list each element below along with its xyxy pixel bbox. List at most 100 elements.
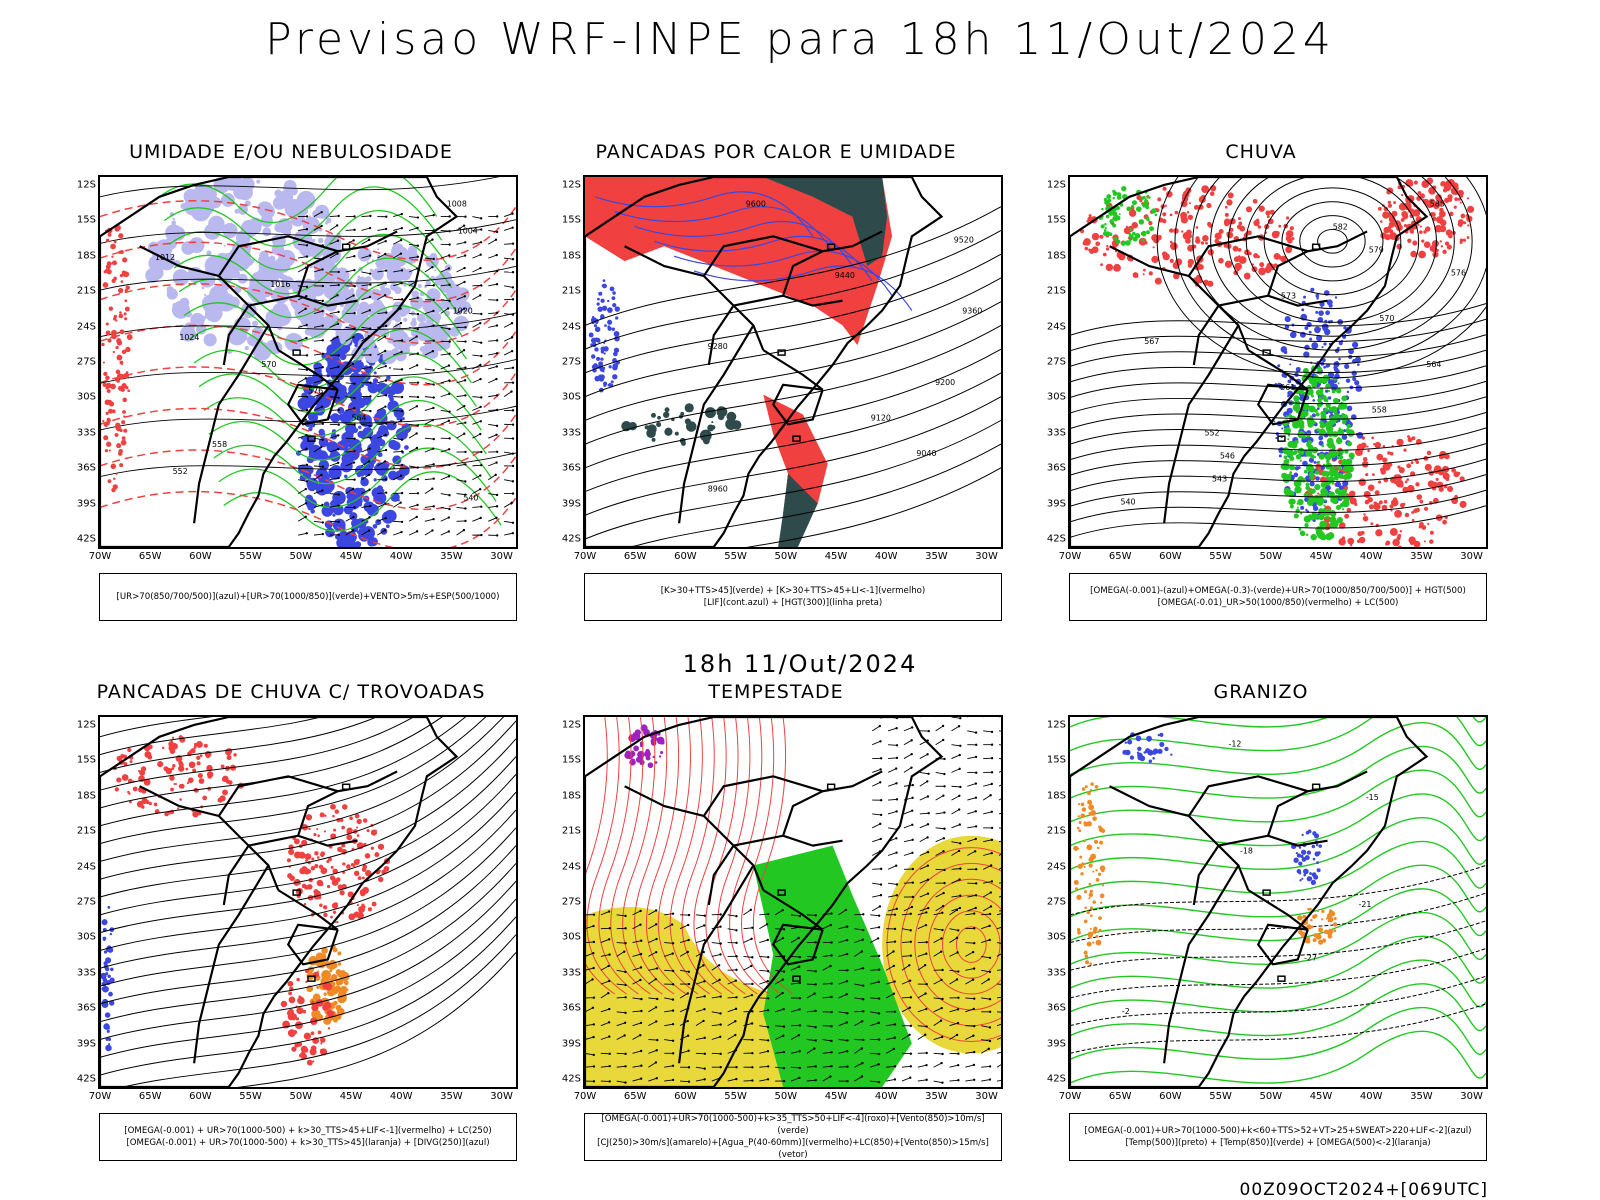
lat-tick-label: 21S <box>76 825 96 837</box>
lat-tick-label: 18S <box>76 790 96 802</box>
lon-tick-label: 40W <box>874 1091 898 1102</box>
lon-tick-label: 45W <box>1309 551 1333 562</box>
lat-tick-label: 24S <box>76 321 96 333</box>
lon-tick-label: 40W <box>1359 551 1383 562</box>
panel-legend: [OMEGA(-0.001) + UR>70(1000-500) + k>30_… <box>99 1113 517 1161</box>
lat-tick-label: 39S <box>76 498 96 510</box>
lon-tick-label: 50W <box>774 551 798 562</box>
svg-text:-21: -21 <box>1359 900 1372 909</box>
svg-text:540: 540 <box>1120 497 1135 506</box>
lat-tick-label: 24S <box>561 861 581 873</box>
panel-title: TEMPESTADE <box>708 681 844 703</box>
lon-tick-label: 45W <box>824 551 848 562</box>
panel-legend: [K>30+TTS>45](verde) + [K>30+TTS>45+LI<-… <box>584 573 1002 621</box>
lon-tick-label: 45W <box>1309 1091 1333 1102</box>
lon-tick-label: 30W <box>1460 551 1483 562</box>
svg-text:-27: -27 <box>1304 953 1317 962</box>
lon-tick-label: 65W <box>623 1091 647 1102</box>
lat-tick-label: 21S <box>561 825 581 837</box>
longitude-axis-labels: 70W 65W 60W 55W 50W 45W 40W 35W 30W <box>574 1091 1003 1105</box>
svg-text:-2: -2 <box>1122 1007 1130 1016</box>
forecast-map: 585 582 579 576 573 570 567 564 561 558 552 546 543 5… <box>1068 175 1488 549</box>
panel-legend: [UR>70(850/700/500)](azul)+[UR>70(1000/8… <box>99 573 517 621</box>
lat-tick-label: 21S <box>76 285 96 297</box>
lat-tick-label: 36S <box>561 1002 581 1014</box>
lat-tick-label: 21S <box>1046 285 1066 297</box>
svg-text:558: 558 <box>1372 406 1387 415</box>
legend-line: [LIF](cont.azul) + [HGT(300)](linha pret… <box>703 598 883 608</box>
panel-legend: [OMEGA(-0.001)+UR>70(1000-500)+k<60+TTS>… <box>1069 1113 1487 1161</box>
svg-text:573: 573 <box>1281 291 1296 300</box>
lon-tick-label: 40W <box>389 1091 413 1102</box>
lon-tick-label: 55W <box>1209 551 1232 562</box>
lon-tick-label: 65W <box>138 1091 162 1102</box>
lat-tick-label: 42S <box>561 533 581 545</box>
lat-tick-label: 42S <box>1046 1073 1066 1085</box>
svg-text:540: 540 <box>463 494 478 503</box>
longitude-axis-labels: 70W 65W 60W 55W 50W 45W 40W 35W 30W <box>89 551 518 565</box>
legend-line: [OMEGA(-0.001)+UR>70(1000-500)+k<60+TTS>… <box>1084 1126 1472 1136</box>
lat-tick-label: 15S <box>561 214 581 226</box>
legend-line: [OMEGA(-0.001)-(azul)+OMEGA(-0.3)-(verde… <box>1090 586 1466 596</box>
legend-line: [CJ(250)>30m/s](amarelo)+[Agua_P(40-60mm… <box>597 1138 989 1160</box>
svg-text:576: 576 <box>1451 268 1466 277</box>
lon-tick-label: 60W <box>674 551 697 562</box>
latitude-axis-labels: 12S 15S 18S 21S 24S 27S 30S 33S 36S 39S 42S <box>555 175 581 549</box>
lat-tick-label: 36S <box>1046 462 1066 474</box>
lon-tick-label: 65W <box>1108 551 1132 562</box>
lon-tick-label: 55W <box>239 551 262 562</box>
lon-tick-label: 70W <box>88 551 112 562</box>
lat-tick-label: 30S <box>1046 391 1066 403</box>
lat-tick-label: 33S <box>1046 427 1066 439</box>
svg-text:1024: 1024 <box>179 333 199 342</box>
svg-text:552: 552 <box>173 467 188 476</box>
lat-tick-label: 12S <box>1046 179 1066 191</box>
lat-tick-label: 39S <box>561 498 581 510</box>
lat-tick-label: 42S <box>76 1073 96 1085</box>
lon-tick-label: 40W <box>874 551 898 562</box>
svg-text:-18: -18 <box>1240 847 1253 856</box>
lon-tick-label: 70W <box>573 551 597 562</box>
forecast-map: 9600 9520 9440 9360 9280 9200 9120 9040 8960 <box>583 175 1003 549</box>
svg-text:9120: 9120 <box>871 413 891 422</box>
lat-tick-label: 27S <box>1046 896 1066 908</box>
svg-text:-15: -15 <box>1366 793 1379 802</box>
lat-tick-label: 30S <box>561 931 581 943</box>
legend-line: [OMEGA(-0.001) + UR>70(1000-500) + k>30_… <box>126 1138 490 1148</box>
lat-tick-label: 12S <box>76 719 96 731</box>
lat-tick-label: 18S <box>561 790 581 802</box>
latitude-axis-labels: 12S 15S 18S 21S 24S 27S 30S 33S 36S 39S 42S <box>70 715 96 1089</box>
lat-tick-label: 27S <box>561 356 581 368</box>
panel-chuva: CHUVA 12S 15S 18S 21S 24S 27S 30S 33S 36S 39S 42S 58… <box>1026 141 1496 625</box>
legend-line: [UR>70(850/700/500)](azul)+[UR>70(1000/8… <box>116 592 500 602</box>
lon-tick-label: 35W <box>1410 1091 1433 1102</box>
lon-tick-label: 50W <box>1259 1091 1283 1102</box>
lat-tick-label: 42S <box>561 1073 581 1085</box>
lon-tick-label: 45W <box>339 551 363 562</box>
lon-tick-label: 55W <box>724 551 747 562</box>
longitude-axis-labels: 70W 65W 60W 55W 50W 45W 40W 35W 30W <box>1059 551 1488 565</box>
lat-tick-label: 18S <box>561 250 581 262</box>
svg-text:1012: 1012 <box>155 253 175 262</box>
lon-tick-label: 65W <box>138 551 162 562</box>
svg-text:570: 570 <box>1379 314 1394 323</box>
svg-text:9280: 9280 <box>708 342 728 351</box>
lon-tick-label: 55W <box>239 1091 262 1102</box>
lat-tick-label: 42S <box>76 533 96 545</box>
forecast-map <box>583 715 1003 1089</box>
lon-tick-label: 60W <box>674 1091 697 1102</box>
lon-tick-label: 50W <box>289 1091 313 1102</box>
lon-tick-label: 45W <box>824 1091 848 1102</box>
lat-tick-label: 30S <box>76 391 96 403</box>
lat-tick-label: 36S <box>76 462 96 474</box>
lat-tick-label: 30S <box>76 931 96 943</box>
lat-tick-label: 30S <box>1046 931 1066 943</box>
forecast-map: -12 -15 -18 -21 -27 -2 <box>1068 715 1488 1089</box>
lon-tick-label: 55W <box>1209 1091 1232 1102</box>
svg-text:585: 585 <box>1430 200 1445 209</box>
panel-tempestade: TEMPESTADE 12S 15S 18S 21S 24S 27S 30S 33S 36S 39S… <box>541 681 1011 1165</box>
lat-tick-label: 39S <box>561 1038 581 1050</box>
panel-legend: [OMEGA(-0.001)+UR>70(1000-500)+k>35_TTS>… <box>584 1113 1002 1161</box>
lon-tick-label: 70W <box>573 1091 597 1102</box>
lon-tick-label: 50W <box>774 1091 798 1102</box>
